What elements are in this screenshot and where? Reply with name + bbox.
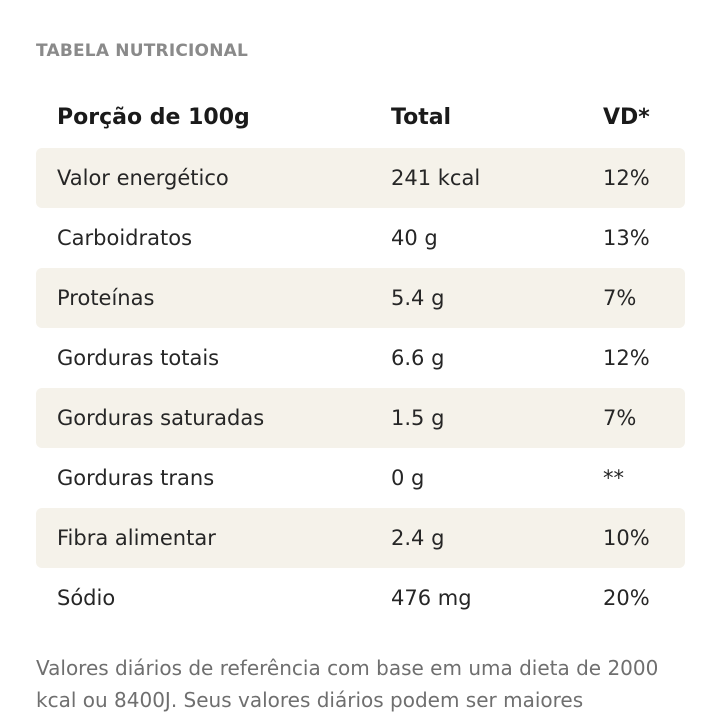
header-vd: VD* [603, 105, 650, 130]
nutrient-vd: 12% [603, 346, 650, 370]
nutrient-total: 0 g [391, 466, 425, 490]
nutrient-vd: 7% [603, 406, 637, 430]
table-row: Gorduras totais 6.6 g 12% [36, 328, 685, 388]
table-row: Gorduras saturadas 1.5 g 7% [36, 388, 685, 448]
table-row: Proteínas 5.4 g 7% [36, 268, 685, 328]
table-row: Carboidratos 40 g 13% [36, 208, 685, 268]
nutrient-vd: ** [603, 466, 624, 490]
header-portion: Porção de 100g [57, 105, 250, 130]
nutrient-total: 2.4 g [391, 526, 445, 550]
nutrient-name: Valor energético [57, 166, 229, 190]
nutrient-name: Fibra alimentar [57, 526, 216, 550]
nutrient-total: 1.5 g [391, 406, 445, 430]
table-row: Valor energético 241 kcal 12% [36, 148, 685, 208]
nutrient-name: Gorduras totais [57, 346, 220, 370]
table-header: Porção de 100g Total VD* [36, 88, 685, 148]
header-total: Total [391, 105, 452, 130]
nutrient-name: Proteínas [57, 286, 155, 310]
nutrient-total: 476 mg [391, 586, 472, 610]
nutrient-name: Gorduras trans [57, 466, 215, 490]
table-row: Gorduras trans 0 g ** [36, 448, 685, 508]
nutrient-vd: 7% [603, 286, 637, 310]
nutrient-vd: 12% [603, 166, 650, 190]
nutrition-table: Porção de 100g Total VD* Valor energétic… [36, 88, 685, 628]
nutrient-vd: 10% [603, 526, 650, 550]
daily-values-footnote: Valores diários de referência com base e… [36, 656, 659, 712]
table-row: Sódio 476 mg 20% [36, 568, 685, 628]
table-row: Fibra alimentar 2.4 g 10% [36, 508, 685, 568]
nutrient-total: 40 g [391, 226, 438, 250]
nutrient-vd: 20% [603, 586, 650, 610]
nutrient-total: 5.4 g [391, 286, 445, 310]
nutrient-total: 241 kcal [391, 166, 481, 190]
nutrient-vd: 13% [603, 226, 650, 250]
nutrient-name: Sódio [57, 586, 116, 610]
nutrient-total: 6.6 g [391, 346, 445, 370]
section-title: TABELA NUTRICIONAL [36, 41, 249, 61]
nutrient-name: Carboidratos [57, 226, 193, 250]
nutrient-name: Gorduras saturadas [57, 406, 265, 430]
